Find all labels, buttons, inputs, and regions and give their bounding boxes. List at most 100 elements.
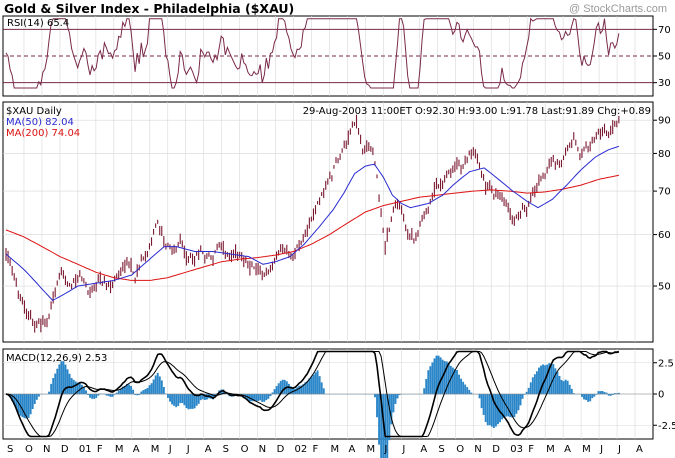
macd-histogram-bar	[56, 369, 58, 395]
macd-histogram-bar	[499, 394, 501, 422]
macd-histogram-bar	[321, 382, 323, 394]
macd-histogram-bar	[81, 385, 83, 394]
macd-histogram-bar	[423, 388, 425, 394]
macd-histogram-bar	[546, 365, 548, 395]
x-month-label: O	[25, 444, 33, 455]
macd-histogram-bar	[112, 394, 114, 397]
macd-histogram-bar	[130, 386, 132, 394]
x-month-label: M	[582, 444, 591, 455]
x-month-label: N	[259, 444, 266, 455]
x-month-label: M	[151, 444, 160, 455]
x-month-label: A	[420, 444, 427, 455]
macd-histogram-bar	[38, 394, 40, 397]
macd-histogram-bar	[550, 363, 552, 394]
price-tick-label: 70	[658, 187, 671, 198]
macd-histogram-bar	[153, 379, 155, 394]
rsi-tick-label: 50	[658, 52, 671, 63]
x-month-label: M	[546, 444, 555, 455]
macd-histogram-bar	[556, 372, 558, 394]
macd-histogram-bar	[431, 362, 433, 394]
x-axis-month-labels: S O N D 01 F M A M J J A S O N D 02 F M A M J J A S O N D 03 F M A M J J A	[7, 444, 643, 455]
macd-histogram-bar	[565, 380, 567, 395]
rsi-label: RSI(14) 65.4	[7, 18, 69, 29]
macd-histogram-bar	[175, 394, 177, 407]
ma200-label: MA(200) 74.04	[6, 128, 80, 139]
macd-histogram-bar	[518, 394, 520, 410]
macd-histogram-bar	[257, 394, 259, 401]
price-y-ticks: 90 80 70 60 50	[653, 116, 671, 293]
macd-histogram-bar	[255, 394, 257, 401]
macd-histogram-bar	[567, 381, 569, 395]
macd-histogram-bar	[294, 389, 296, 395]
x-month-label: A	[348, 444, 355, 455]
macd-histogram-bar	[161, 380, 163, 394]
macd-histogram-bar	[571, 389, 573, 394]
macd-histogram-bar	[36, 394, 38, 400]
x-month-label: A	[133, 444, 140, 455]
macd-histogram-bar	[503, 394, 505, 418]
macd-histogram-bar	[485, 394, 487, 422]
x-month-label: D	[61, 444, 69, 455]
x-month-label: S	[223, 444, 229, 455]
x-month-label: A	[564, 444, 571, 455]
macd-histogram-bar	[522, 394, 524, 399]
x-month-label: M	[331, 444, 340, 455]
x-month-label: S	[7, 444, 13, 455]
macd-histogram-bar	[395, 394, 397, 404]
macd-tick-label: 2.5	[658, 358, 674, 369]
macd-histogram-bar	[323, 388, 325, 394]
macd-histogram-bar	[479, 394, 481, 398]
price-series-label: $XAU Daily	[6, 106, 62, 117]
macd-histogram-bar	[319, 376, 321, 394]
macd-histogram-bar	[93, 394, 95, 399]
macd-histogram-bar	[593, 394, 595, 397]
macd-histogram-bar	[298, 386, 300, 395]
macd-histogram-bar	[163, 387, 165, 394]
x-month-label: D	[492, 444, 500, 455]
macd-histogram-bar	[144, 389, 146, 394]
x-month-label: O	[456, 444, 464, 455]
macd-histogram-bar	[538, 368, 540, 395]
x-month-label: M	[366, 444, 375, 455]
macd-histogram-bar	[487, 394, 489, 425]
price-info-readout: 29-Aug-2003 11:00ET O:92.30 H:93.00 L:91…	[303, 106, 651, 117]
macd-histogram-bar	[374, 394, 376, 397]
macd-histogram-bar	[251, 394, 253, 401]
macd-histogram-bar	[190, 394, 192, 409]
macd-histogram-bar	[91, 394, 93, 399]
macd-label: MACD(12,26,9) 2.53	[6, 353, 107, 364]
macd-y-ticks: 2.5 0 -2.5	[653, 358, 675, 432]
macd-histogram-bar	[192, 394, 194, 409]
macd-histogram-bar	[452, 368, 454, 395]
macd-histogram-bar	[507, 394, 509, 416]
macd-histogram-bar	[444, 361, 446, 394]
x-month-label: M	[115, 444, 124, 455]
macd-histogram-bar	[433, 358, 435, 394]
macd-histogram-bar	[520, 394, 522, 405]
x-month-label: F	[97, 444, 103, 455]
macd-histogram-bar	[489, 394, 491, 425]
macd-histogram-bar	[274, 389, 276, 394]
macd-histogram-bar	[179, 394, 181, 403]
macd-histogram-bar	[495, 394, 497, 426]
macd-histogram-bar	[569, 385, 571, 394]
macd-histogram-bar	[58, 364, 60, 394]
macd-histogram-bar	[50, 384, 52, 394]
x-month-label: A	[636, 444, 643, 455]
macd-histogram-bar	[267, 394, 269, 399]
macd-histogram-bar	[313, 375, 315, 395]
macd-histogram-bar	[263, 394, 265, 402]
x-month-label: J	[401, 444, 405, 455]
macd-histogram-bar	[542, 365, 544, 395]
x-month-label: N	[43, 444, 50, 455]
macd-histogram-bar	[181, 394, 183, 403]
macd-histogram-bar	[589, 394, 591, 401]
macd-histogram-bar	[177, 394, 179, 406]
price-tick-label: 50	[658, 282, 671, 293]
macd-histogram-bar	[261, 394, 263, 402]
macd-histogram-bar	[259, 394, 261, 400]
macd-histogram-bar	[311, 376, 313, 394]
macd-histogram-bar	[561, 380, 563, 394]
macd-histogram-bar	[32, 394, 34, 409]
rsi-tick-label: 70	[658, 25, 671, 36]
